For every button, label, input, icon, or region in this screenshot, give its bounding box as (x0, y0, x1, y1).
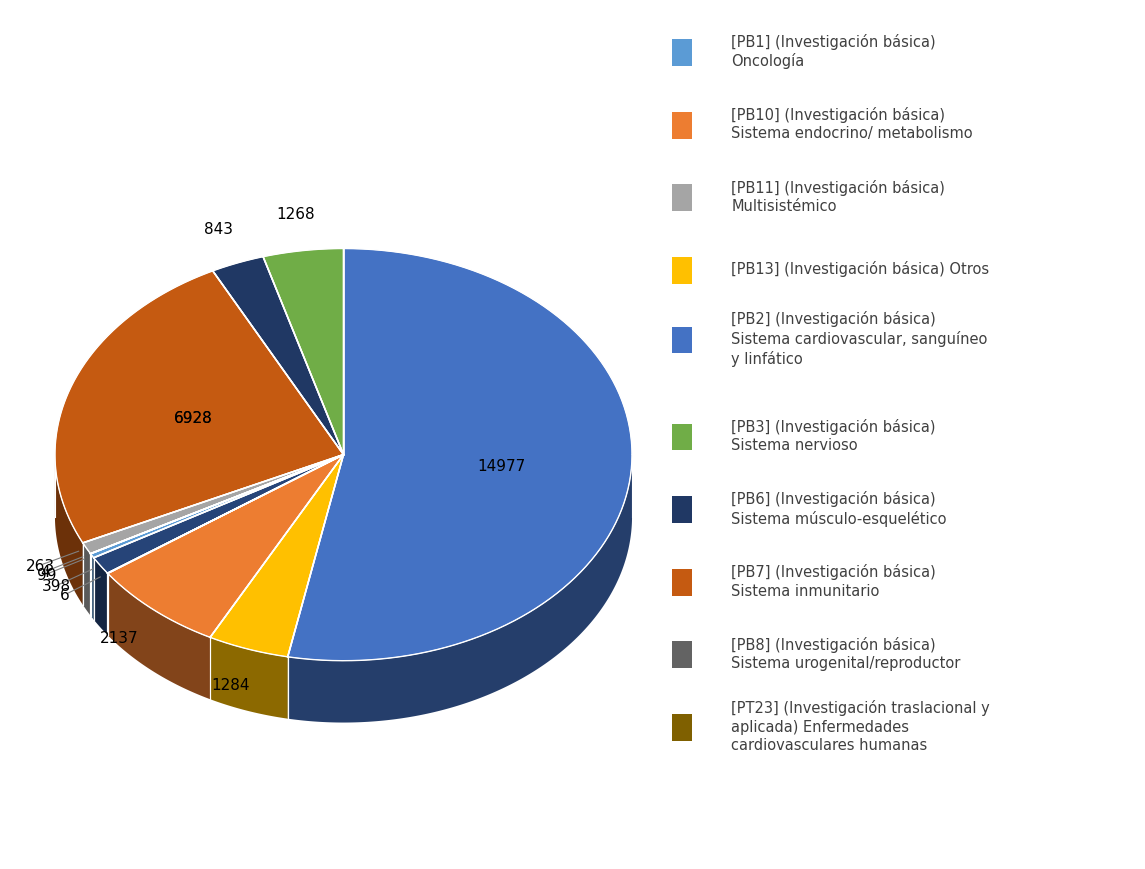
FancyBboxPatch shape (672, 327, 693, 354)
FancyBboxPatch shape (672, 40, 693, 67)
FancyBboxPatch shape (672, 641, 693, 668)
Text: [PB3] (Investigación básica)
Sistema nervioso: [PB3] (Investigación básica) Sistema ner… (732, 418, 935, 453)
Text: [PT23] (Investigación traslacional y
aplicada) Enfermedades
cardiovasculares hum: [PT23] (Investigación traslacional y apl… (732, 700, 990, 753)
Text: [PB8] (Investigación básica)
Sistema urogenital/reproductor: [PB8] (Investigación básica) Sistema uro… (732, 636, 961, 671)
Polygon shape (211, 638, 287, 719)
Polygon shape (108, 574, 211, 700)
Polygon shape (82, 455, 344, 554)
Polygon shape (108, 455, 344, 638)
Text: [PB10] (Investigación básica)
Sistema endocrino/ metabolismo: [PB10] (Investigación básica) Sistema en… (732, 107, 973, 142)
Polygon shape (263, 249, 344, 455)
Polygon shape (90, 554, 94, 620)
Text: [PB7] (Investigación básica)
Sistema inmunitario: [PB7] (Investigación básica) Sistema inm… (732, 563, 937, 598)
FancyBboxPatch shape (672, 496, 693, 523)
FancyBboxPatch shape (672, 569, 693, 596)
Text: [PB11] (Investigación básica)
Multisistémico: [PB11] (Investigación básica) Multisisté… (732, 179, 946, 214)
Polygon shape (90, 455, 343, 554)
Text: 843: 843 (204, 222, 232, 236)
Text: 6928: 6928 (174, 411, 213, 426)
Text: 1284: 1284 (212, 677, 250, 692)
Text: [PB6] (Investigación básica)
Sistema músculo-esquelético: [PB6] (Investigación básica) Sistema mús… (732, 490, 947, 526)
Text: 99: 99 (37, 567, 56, 582)
Polygon shape (94, 455, 343, 574)
Polygon shape (211, 455, 344, 657)
Polygon shape (108, 455, 344, 574)
Text: 263: 263 (25, 558, 55, 573)
Polygon shape (82, 543, 90, 616)
Text: 2137: 2137 (100, 630, 139, 646)
Text: [PB2] (Investigación básica)
Sistema cardiovascular, sanguíneo
y linfático: [PB2] (Investigación básica) Sistema car… (732, 311, 988, 367)
FancyBboxPatch shape (672, 113, 693, 139)
Polygon shape (287, 455, 632, 723)
Polygon shape (55, 272, 344, 543)
Polygon shape (287, 249, 632, 661)
Text: 14977: 14977 (477, 459, 526, 474)
Text: [PB1] (Investigación básica)
Oncología: [PB1] (Investigación básica) Oncología (732, 34, 937, 70)
Text: [PB13] (Investigación básica) Otros: [PB13] (Investigación básica) Otros (732, 262, 989, 277)
FancyBboxPatch shape (672, 185, 693, 212)
Polygon shape (213, 257, 344, 455)
FancyBboxPatch shape (672, 424, 693, 451)
FancyBboxPatch shape (672, 258, 693, 284)
Text: 4: 4 (40, 565, 49, 580)
FancyBboxPatch shape (672, 714, 693, 741)
Polygon shape (55, 456, 82, 605)
Text: 1268: 1268 (276, 207, 315, 222)
Text: 6: 6 (61, 587, 70, 602)
Polygon shape (90, 455, 343, 558)
Text: 6928: 6928 (174, 411, 213, 426)
Text: 398: 398 (42, 579, 71, 594)
Polygon shape (94, 558, 108, 635)
